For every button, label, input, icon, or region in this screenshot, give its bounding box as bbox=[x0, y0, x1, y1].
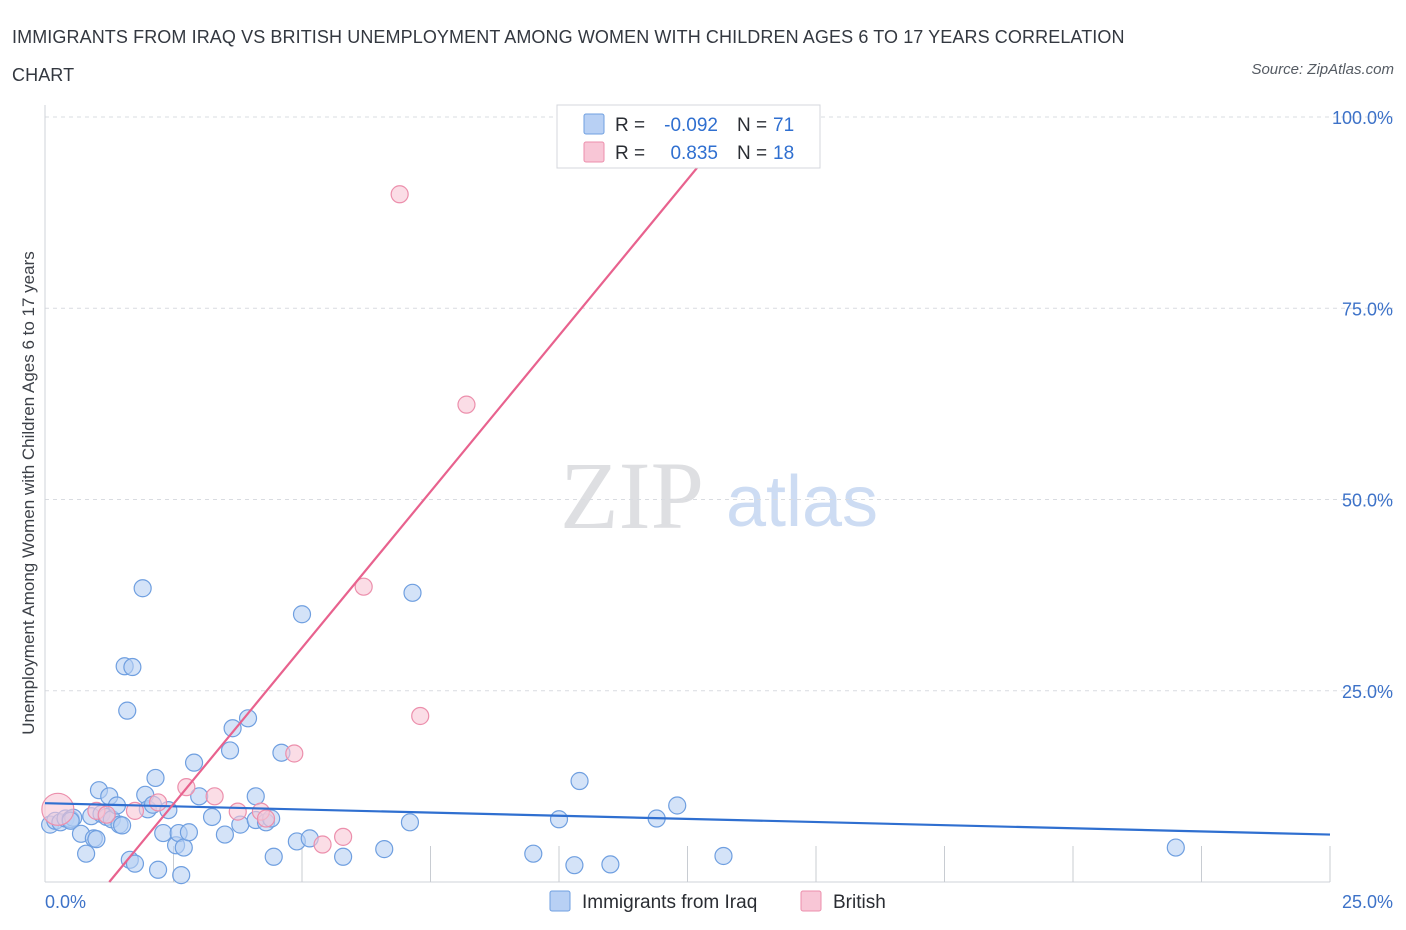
data-point-iraq bbox=[215, 825, 234, 844]
data-point-iraq bbox=[246, 787, 265, 806]
data-point-iraq bbox=[184, 753, 204, 772]
data-point-iraq bbox=[133, 579, 152, 598]
data-point-iraq bbox=[202, 807, 222, 827]
legend-n-label-british: N = bbox=[737, 143, 767, 164]
data-point-iraq bbox=[403, 583, 422, 602]
legend-r-value-british: 0.835 bbox=[670, 143, 718, 164]
legend-swatch-iraq bbox=[583, 113, 605, 135]
legend-n-value-iraq: 71 bbox=[773, 115, 794, 136]
data-point-iraq bbox=[223, 719, 242, 738]
legend-r-label-iraq: R = bbox=[615, 115, 645, 136]
data-point-british bbox=[354, 577, 373, 596]
data-point-iraq bbox=[264, 847, 283, 866]
y-tick-label: 50.0% bbox=[1342, 491, 1393, 511]
x-tick-label-1: 25.0% bbox=[1342, 892, 1393, 912]
data-point-iraq bbox=[112, 816, 132, 835]
data-point-british bbox=[256, 809, 276, 828]
data-point-iraq bbox=[714, 846, 733, 866]
data-point-iraq bbox=[179, 823, 199, 842]
data-point-iraq bbox=[174, 838, 193, 857]
data-point-british bbox=[457, 395, 476, 414]
data-point-iraq bbox=[123, 657, 142, 677]
y-axis-label: Unemployment Among Women with Children A… bbox=[19, 251, 38, 735]
gridlines bbox=[45, 116, 1393, 692]
data-point-iraq bbox=[148, 860, 168, 879]
source-label: Source: ZipAtlas.com bbox=[1251, 61, 1394, 78]
data-point-british bbox=[148, 793, 168, 812]
data-point-iraq bbox=[570, 771, 589, 791]
legend-r-label-british: R = bbox=[615, 143, 645, 164]
data-point-iraq bbox=[146, 768, 165, 788]
data-point-british bbox=[390, 185, 409, 204]
legend-bottom-label-british: British bbox=[833, 892, 886, 913]
data-point-british bbox=[334, 827, 353, 846]
data-point-british bbox=[411, 706, 430, 726]
legend-r-value-iraq: -0.092 bbox=[664, 115, 718, 136]
trendline-british bbox=[108, 116, 740, 883]
data-point-iraq bbox=[375, 840, 394, 859]
data-point-british bbox=[41, 792, 75, 826]
data-point-iraq bbox=[87, 830, 106, 849]
legend-n-value-british: 18 bbox=[773, 143, 794, 164]
data-point-british bbox=[97, 805, 116, 824]
data-point-iraq bbox=[220, 741, 240, 760]
series-iraq-points bbox=[41, 579, 1185, 885]
series-british-points bbox=[41, 108, 625, 854]
data-point-iraq bbox=[118, 701, 137, 720]
legend-bottom: Immigrants from Iraq British bbox=[549, 890, 886, 913]
data-point-iraq bbox=[400, 813, 420, 832]
y-tick-label: 100.0% bbox=[1332, 108, 1393, 128]
data-point-british bbox=[228, 802, 247, 821]
data-point-iraq bbox=[549, 810, 569, 829]
data-point-iraq bbox=[125, 854, 145, 873]
data-point-british bbox=[125, 801, 145, 820]
watermark: ZIP atlas bbox=[560, 442, 878, 549]
legend-n-label-iraq: N = bbox=[737, 115, 767, 136]
data-point-iraq bbox=[154, 823, 173, 843]
chart-title: IMMIGRANTS FROM IRAQ VS BRITISH UNEMPLOY… bbox=[12, 27, 1125, 85]
legend-top: R = -0.092 N = 71 R = 0.835 N = 18 bbox=[556, 104, 821, 169]
legend-swatch-british bbox=[583, 141, 605, 163]
trendline-iraq bbox=[44, 802, 1331, 836]
legend-bottom-swatch-british bbox=[800, 890, 822, 912]
y-axis-tick-labels: 100.0% 75.0% 50.0% 25.0% bbox=[1332, 108, 1393, 702]
trendlines bbox=[44, 116, 1331, 883]
data-point-iraq bbox=[77, 844, 96, 863]
data-point-iraq bbox=[601, 855, 620, 874]
watermark-atlas: atlas bbox=[726, 462, 878, 542]
watermark-zip: ZIP bbox=[560, 442, 704, 549]
data-point-iraq bbox=[1166, 838, 1185, 857]
x-tick-label-0: 0.0% bbox=[45, 892, 86, 912]
data-point-iraq bbox=[334, 847, 353, 866]
data-point-british bbox=[285, 744, 304, 763]
data-point-iraq bbox=[668, 796, 687, 815]
y-tick-label: 25.0% bbox=[1342, 682, 1393, 702]
legend-bottom-swatch-iraq bbox=[549, 890, 571, 912]
y-tick-label: 75.0% bbox=[1342, 299, 1393, 319]
data-point-british bbox=[313, 835, 332, 854]
data-point-iraq bbox=[292, 605, 312, 624]
data-point-iraq bbox=[524, 844, 543, 863]
data-point-iraq bbox=[172, 866, 191, 885]
data-point-iraq bbox=[238, 709, 258, 728]
data-point-iraq bbox=[565, 856, 584, 875]
legend-bottom-label-iraq: Immigrants from Iraq bbox=[582, 892, 757, 913]
data-point-british bbox=[205, 787, 224, 806]
